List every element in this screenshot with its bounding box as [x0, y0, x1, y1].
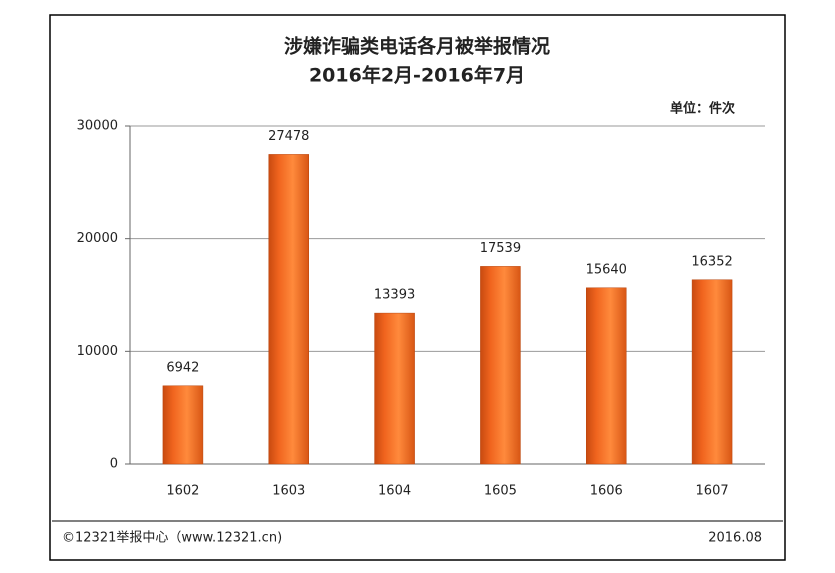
x-tick-label: 1604 — [378, 484, 411, 499]
x-tick-label: 1607 — [696, 484, 729, 499]
frame — [49, 14, 786, 561]
bar — [162, 385, 204, 465]
bar — [480, 266, 521, 465]
data-label: 17539 — [480, 241, 521, 256]
y-tick-label: 10000 — [77, 344, 118, 359]
data-label: 15640 — [586, 262, 627, 277]
data-label: 16352 — [691, 254, 732, 269]
date: 2016.08 — [708, 531, 762, 546]
data-label: 13393 — [374, 288, 415, 303]
y-tick-label: 0 — [110, 457, 118, 472]
bar — [374, 312, 415, 465]
x-tick-label: 1605 — [484, 484, 517, 499]
x-tick-label: 1603 — [272, 484, 305, 499]
x-tick-label: 1602 — [166, 484, 199, 499]
bar — [268, 154, 309, 465]
unit-label: 单位：件次 — [670, 101, 735, 117]
x-tick-label: 1606 — [590, 484, 623, 499]
chart-title: 涉嫌诈骗类电话各月被举报情况 — [284, 35, 550, 58]
y-tick-label: 30000 — [77, 119, 118, 134]
bar — [691, 279, 733, 465]
bar — [586, 287, 627, 465]
data-label: 27478 — [268, 129, 309, 144]
y-tick-label: 20000 — [77, 231, 118, 246]
source: ©12321举报中心（www.12321.cn) — [62, 531, 282, 546]
data-label: 6942 — [166, 360, 199, 375]
chart-subtitle: 2016年2月-2016年7月 — [309, 64, 525, 87]
